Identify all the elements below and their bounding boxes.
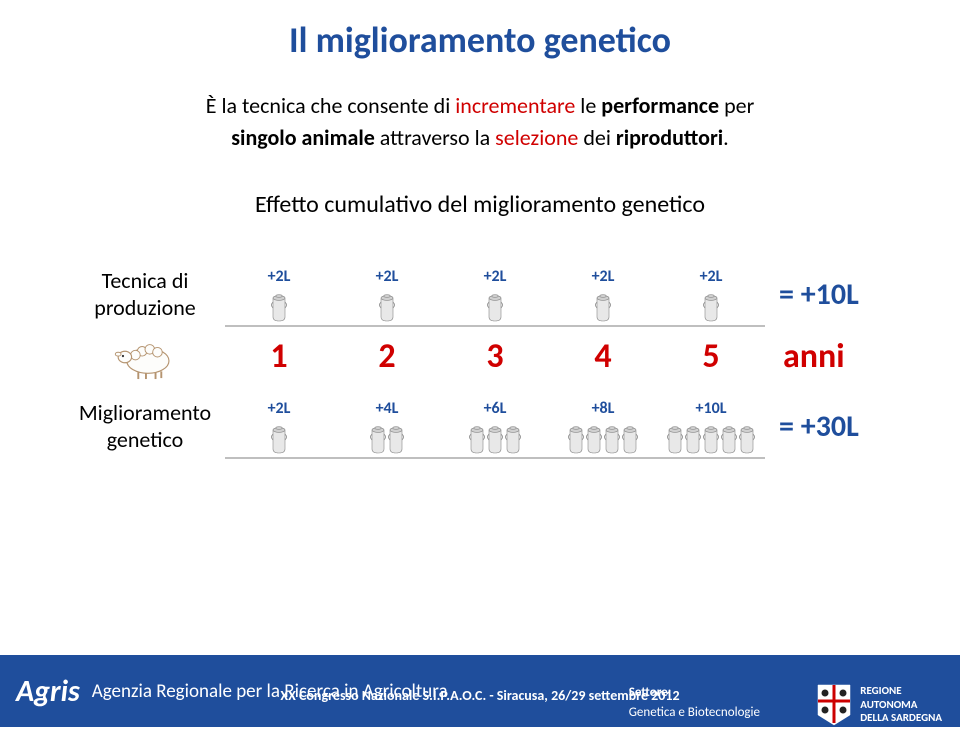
can-group bbox=[378, 292, 396, 322]
row2-cells: +2L +4L +6L +8L bbox=[225, 395, 765, 459]
subtitle-text: dei bbox=[578, 124, 616, 151]
chart-cell: +2L bbox=[333, 263, 441, 325]
year-cell: 3 bbox=[441, 333, 549, 381]
chart-cell: +2L bbox=[441, 263, 549, 325]
chart-cell: +2L bbox=[225, 263, 333, 325]
value-label: +2L bbox=[268, 267, 291, 286]
can-group bbox=[369, 424, 405, 454]
row-label-genetic: Miglioramento genetico bbox=[65, 400, 225, 453]
year-number: 4 bbox=[594, 336, 611, 377]
milk-can-icon bbox=[620, 424, 640, 454]
value-label: +2L bbox=[592, 267, 615, 286]
chart-area: Tecnica di produzione +2L +2L +2L +2L +2… bbox=[65, 263, 895, 459]
chart-cell: +8L bbox=[549, 395, 657, 457]
milk-can-icon bbox=[503, 424, 523, 454]
row-technique: Tecnica di produzione +2L +2L +2L +2L +2… bbox=[65, 263, 895, 327]
result-technique: = +10L bbox=[765, 276, 895, 313]
value-label: +10L bbox=[696, 399, 727, 418]
result-genetic: = +30L bbox=[765, 408, 895, 445]
value-label: +2L bbox=[268, 399, 291, 418]
can-group bbox=[270, 424, 288, 454]
chart-cell: +4L bbox=[333, 395, 441, 457]
subtitle-bold: singolo animale bbox=[231, 124, 375, 151]
can-group bbox=[486, 292, 504, 322]
milk-can-icon bbox=[467, 424, 487, 454]
chart-cell: +2L bbox=[657, 263, 765, 325]
years-label: anni bbox=[765, 336, 895, 377]
can-group bbox=[270, 292, 288, 322]
milk-can-icon bbox=[584, 424, 604, 454]
milk-can-icon bbox=[683, 424, 703, 454]
congress-label: XX Congresso Nazionale S.I.P.A.O.C. - Si… bbox=[0, 687, 960, 704]
row-label-technique: Tecnica di produzione bbox=[65, 268, 225, 321]
year-cell: 4 bbox=[549, 333, 657, 381]
can-group bbox=[702, 292, 720, 322]
milk-can-icon bbox=[602, 424, 622, 454]
subtitle-text: le bbox=[575, 92, 601, 119]
year-number: 2 bbox=[378, 336, 395, 377]
subtitle-highlight: incrementare bbox=[455, 92, 575, 119]
row1-cells: +2L +2L +2L +2L +2L bbox=[225, 263, 765, 327]
year-cell: 2 bbox=[333, 333, 441, 381]
cumulative-label: Effetto cumulativo del miglioramento gen… bbox=[0, 190, 960, 219]
value-label: +2L bbox=[376, 267, 399, 286]
milk-can-icon bbox=[593, 292, 613, 322]
chart-cell: +10L bbox=[657, 395, 765, 457]
sheep-icon bbox=[111, 334, 179, 380]
milk-can-icon bbox=[665, 424, 685, 454]
main-title: Il miglioramento genetico bbox=[0, 0, 960, 62]
milk-can-icon bbox=[269, 424, 289, 454]
can-group bbox=[666, 424, 756, 454]
year-number: 5 bbox=[702, 336, 719, 377]
milk-can-icon bbox=[737, 424, 757, 454]
value-label: +4L bbox=[376, 399, 399, 418]
milk-can-icon bbox=[386, 424, 406, 454]
sheep-icon-wrap bbox=[65, 334, 225, 380]
value-label: +2L bbox=[484, 267, 507, 286]
subtitle-text: È la tecnica che consente di bbox=[206, 92, 456, 119]
milk-can-icon bbox=[377, 292, 397, 322]
value-label: +2L bbox=[700, 267, 723, 286]
milk-can-icon bbox=[485, 292, 505, 322]
year-number: 3 bbox=[486, 336, 503, 377]
can-group bbox=[468, 424, 522, 454]
value-label: +6L bbox=[484, 399, 507, 418]
milk-can-icon bbox=[485, 424, 505, 454]
milk-can-icon bbox=[701, 424, 721, 454]
milk-can-icon bbox=[719, 424, 739, 454]
milk-can-icon bbox=[566, 424, 586, 454]
milk-can-icon bbox=[701, 292, 721, 322]
milk-can-icon bbox=[368, 424, 388, 454]
subtitle-highlight: selezione bbox=[495, 124, 578, 151]
can-group bbox=[567, 424, 639, 454]
subtitle-bold: riproduttori bbox=[616, 124, 723, 151]
milk-can-icon bbox=[269, 292, 289, 322]
year-cells: 1 2 3 4 5 bbox=[225, 333, 765, 381]
chart-cell: +2L bbox=[549, 263, 657, 325]
year-cell: 1 bbox=[225, 333, 333, 381]
chart-cell: +2L bbox=[225, 395, 333, 457]
footer-bar: Agris Agenzia Regionale per la Ricerca i… bbox=[0, 655, 960, 727]
year-cell: 5 bbox=[657, 333, 765, 381]
subtitle-text: . bbox=[723, 124, 729, 151]
year-number: 1 bbox=[270, 336, 287, 377]
value-label: +8L bbox=[592, 399, 615, 418]
subtitle-text: attraverso la bbox=[375, 124, 495, 151]
row-genetic: Miglioramento genetico +2L +4L +6L bbox=[65, 395, 895, 459]
sector-value: Genetica e Biotecnologie bbox=[629, 705, 760, 720]
subtitle-text: per bbox=[719, 92, 754, 119]
subtitle: È la tecnica che consente di incrementar… bbox=[0, 90, 960, 154]
can-group bbox=[594, 292, 612, 322]
chart-cell: +6L bbox=[441, 395, 549, 457]
subtitle-bold: performance bbox=[601, 92, 719, 119]
row-years: 1 2 3 4 5 anni bbox=[65, 333, 895, 381]
